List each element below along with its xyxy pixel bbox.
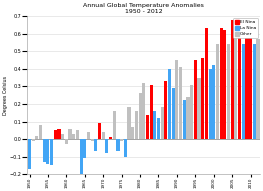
Bar	[146, 115, 149, 139]
Bar	[238, 30, 241, 139]
Bar	[135, 111, 138, 139]
Bar	[131, 127, 134, 139]
Bar	[61, 134, 64, 139]
Bar	[168, 69, 171, 139]
Bar	[117, 139, 119, 151]
Bar	[190, 85, 193, 139]
Bar	[231, 20, 234, 139]
Bar	[65, 139, 68, 144]
Bar	[183, 100, 186, 139]
Bar	[102, 132, 105, 139]
Bar	[35, 136, 38, 139]
Bar	[79, 139, 83, 174]
Bar	[245, 27, 249, 139]
Bar	[249, 25, 252, 139]
Bar	[198, 78, 201, 139]
Bar	[43, 139, 46, 162]
Bar	[57, 129, 60, 139]
Bar	[216, 44, 219, 139]
Bar	[83, 139, 86, 159]
Bar	[76, 130, 79, 139]
Bar	[120, 139, 123, 141]
Bar	[153, 111, 156, 139]
Bar	[150, 85, 153, 139]
Bar	[68, 129, 72, 139]
Bar	[253, 44, 256, 139]
Title: Annual Global Temperature Anomalies
1950 - 2012: Annual Global Temperature Anomalies 1950…	[83, 3, 204, 14]
Bar	[205, 28, 208, 139]
Bar	[172, 88, 175, 139]
Bar	[201, 58, 204, 139]
Bar	[164, 81, 168, 139]
Bar	[256, 39, 260, 139]
Bar	[209, 69, 212, 139]
Y-axis label: Degrees Celsius: Degrees Celsius	[3, 76, 8, 115]
Bar	[32, 139, 35, 141]
Bar	[234, 32, 237, 139]
Bar	[175, 60, 179, 139]
Bar	[87, 132, 90, 139]
Bar	[128, 108, 131, 139]
Bar	[157, 118, 160, 139]
Bar	[28, 139, 31, 169]
Bar	[54, 130, 57, 139]
Bar	[186, 97, 190, 139]
Bar	[139, 93, 142, 139]
Bar	[142, 83, 145, 139]
Bar	[227, 44, 230, 139]
Bar	[90, 139, 94, 141]
Bar	[212, 65, 215, 139]
Bar	[72, 134, 75, 139]
Bar	[105, 139, 108, 153]
Legend: El Nina, La Nina, Other: El Nina, La Nina, Other	[233, 18, 258, 38]
Bar	[98, 123, 101, 139]
Bar	[50, 139, 53, 165]
Bar	[161, 108, 164, 139]
Bar	[94, 139, 97, 151]
Bar	[220, 28, 223, 139]
Bar	[194, 60, 197, 139]
Bar	[39, 125, 42, 139]
Bar	[242, 44, 245, 139]
Bar	[109, 137, 112, 139]
Bar	[223, 30, 226, 139]
Bar	[179, 67, 182, 139]
Bar	[124, 139, 127, 157]
Bar	[113, 111, 116, 139]
Bar	[46, 139, 49, 164]
